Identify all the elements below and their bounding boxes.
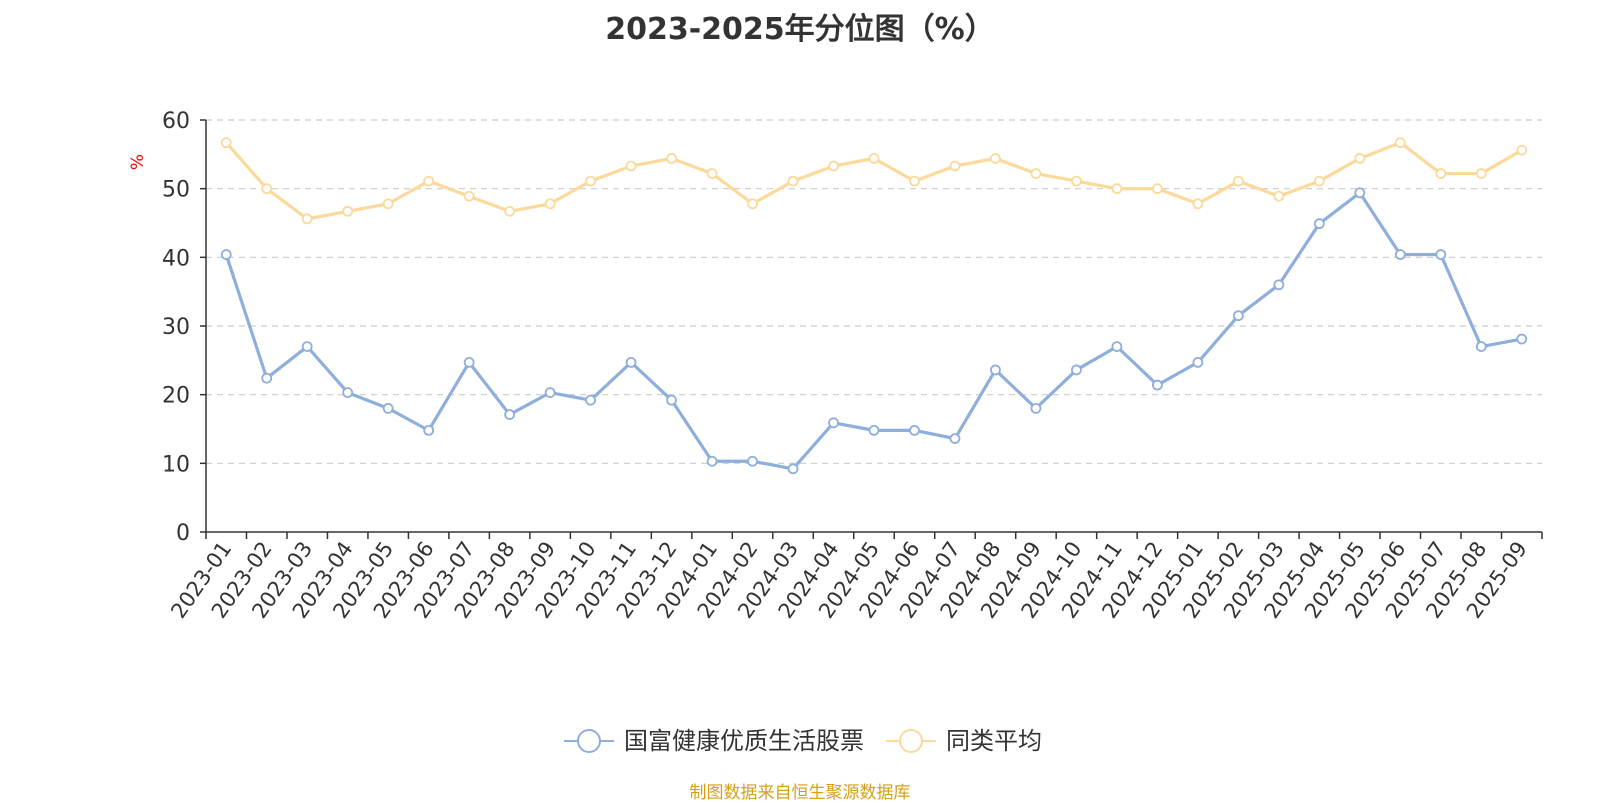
data-point[interactable] <box>990 153 1001 164</box>
data-point[interactable] <box>787 175 799 187</box>
legend[interactable]: 国富健康优质生活股票 同类平均 <box>564 727 1042 755</box>
data-point[interactable] <box>220 249 232 260</box>
source-note: 制图数据来自恒生聚源数据库 <box>689 783 911 803</box>
y-tick-label-0: 0 <box>176 521 190 546</box>
data-point[interactable] <box>909 175 920 187</box>
data-point[interactable] <box>828 160 839 172</box>
data-point[interactable] <box>1071 175 1082 187</box>
data-point[interactable] <box>625 160 637 172</box>
legend-item-1[interactable]: 国富健康优质生活股票 <box>564 727 864 755</box>
data-point[interactable] <box>706 455 718 467</box>
y-tick-label-20: 20 <box>162 384 190 409</box>
data-point[interactable] <box>666 153 677 164</box>
data-point[interactable] <box>666 394 677 406</box>
data-point[interactable] <box>868 424 880 436</box>
data-point[interactable] <box>747 455 758 467</box>
data-point[interactable] <box>787 463 799 475</box>
data-point[interactable] <box>868 153 880 164</box>
data-point[interactable] <box>1435 249 1447 260</box>
data-point[interactable] <box>261 372 273 384</box>
data-point[interactable] <box>382 402 394 414</box>
data-point[interactable] <box>301 341 313 353</box>
data-point[interactable] <box>1030 168 1042 179</box>
data-point[interactable] <box>220 137 232 149</box>
data-point[interactable] <box>1151 379 1163 391</box>
data-point[interactable] <box>1071 364 1082 376</box>
y-tick-label-60: 60 <box>162 109 190 134</box>
data-point[interactable] <box>544 198 556 210</box>
data-point[interactable] <box>463 190 475 202</box>
data-point[interactable] <box>342 387 354 399</box>
data-point[interactable] <box>1313 175 1325 187</box>
grid-lines <box>206 119 1542 464</box>
y-tick-label-50: 50 <box>162 178 190 203</box>
legend-item-2[interactable]: 同类平均 <box>886 727 1042 755</box>
data-point[interactable] <box>747 198 758 210</box>
data-point[interactable] <box>1313 218 1325 230</box>
data-point[interactable] <box>828 417 839 429</box>
data-point[interactable] <box>504 205 516 217</box>
data-point[interactable] <box>423 175 435 187</box>
data-point[interactable] <box>990 364 1001 376</box>
series-2 <box>220 137 1528 225</box>
data-point[interactable] <box>504 409 516 420</box>
data-point[interactable] <box>423 424 435 436</box>
series-group <box>220 137 1528 475</box>
data-point[interactable] <box>342 205 354 217</box>
data-point[interactable] <box>301 213 313 225</box>
data-point[interactable] <box>1354 187 1366 199</box>
y-tick-label-30: 30 <box>162 315 190 340</box>
data-point[interactable] <box>1354 153 1366 164</box>
y-axis-label: % <box>128 154 148 170</box>
data-point[interactable] <box>1273 279 1285 291</box>
legend-marker-icon <box>577 729 601 753</box>
data-point[interactable] <box>463 356 475 368</box>
data-point[interactable] <box>1516 144 1528 156</box>
chart-title: 2023-2025年分位图（%） <box>605 12 995 47</box>
data-point[interactable] <box>1273 190 1285 202</box>
data-point[interactable] <box>625 356 637 368</box>
data-point[interactable] <box>1030 402 1042 414</box>
data-point[interactable] <box>1435 168 1447 179</box>
data-point[interactable] <box>1232 175 1244 187</box>
data-point[interactable] <box>949 433 961 445</box>
data-point[interactable] <box>1192 198 1204 210</box>
data-point[interactable] <box>585 175 597 187</box>
y-tick-label-10: 10 <box>162 452 190 477</box>
data-point[interactable] <box>1516 333 1528 345</box>
data-point[interactable] <box>1111 341 1123 353</box>
legend-label: 同类平均 <box>946 727 1042 755</box>
data-point[interactable] <box>382 198 394 210</box>
data-point[interactable] <box>706 168 718 179</box>
data-point[interactable] <box>1192 356 1204 368</box>
axes: 01020304050602023-012023-022023-032023-0… <box>162 109 1543 623</box>
data-point[interactable] <box>1475 168 1487 179</box>
data-point[interactable] <box>585 394 597 406</box>
data-point[interactable] <box>1394 137 1406 149</box>
data-point[interactable] <box>1232 310 1244 322</box>
data-point[interactable] <box>261 183 273 195</box>
data-point[interactable] <box>1151 183 1163 195</box>
legend-marker-icon <box>899 729 923 753</box>
data-point[interactable] <box>949 160 961 172</box>
data-point[interactable] <box>544 387 556 399</box>
y-tick-label-40: 40 <box>162 246 190 271</box>
data-point[interactable] <box>1475 341 1487 353</box>
series-1 <box>220 187 1528 475</box>
data-point[interactable] <box>1111 183 1123 195</box>
data-point[interactable] <box>909 424 920 436</box>
data-point[interactable] <box>1394 249 1406 260</box>
legend-label: 国富健康优质生活股票 <box>624 727 864 755</box>
